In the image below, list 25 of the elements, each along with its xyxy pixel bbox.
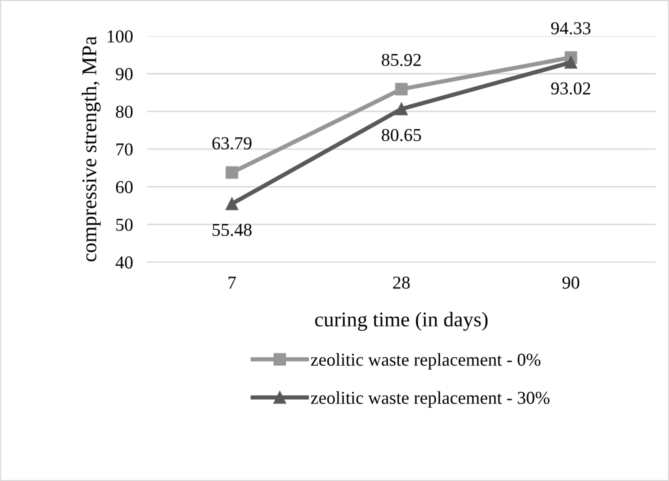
- point: [564, 56, 578, 69]
- data-label: 93.02: [551, 82, 590, 95]
- y-tick-label: 50: [116, 218, 133, 231]
- x-tick-label: 90: [562, 276, 580, 289]
- x-tick-label: 28: [393, 276, 410, 289]
- y-tick-label: 90: [116, 68, 133, 80]
- data-label: 80.65: [382, 128, 422, 142]
- data-label: 94.33: [551, 22, 590, 34]
- data-label: 63.79: [212, 137, 252, 150]
- point: [226, 198, 238, 210]
- point: [226, 166, 238, 179]
- x-tick-label: 7: [228, 276, 236, 289]
- y-tick-label: 70: [116, 143, 133, 156]
- data-label: 85.92: [382, 54, 421, 66]
- y-axis-title: compressive strength, MPa: [82, 36, 101, 262]
- y-tick-label: 60: [116, 181, 133, 194]
- y-tick-label: 80: [116, 106, 133, 118]
- y-tick-label: 40: [116, 256, 133, 269]
- data-label: 55.48: [212, 224, 252, 236]
- point: [395, 102, 408, 116]
- legend-label: zeolitic waste replacement - 0%: [310, 353, 540, 370]
- point: [395, 82, 408, 96]
- y-tick-label: 100: [108, 30, 133, 43]
- legend-label: zeolitic waste replacement - 30%: [310, 391, 550, 408]
- x-axis-title: curing time (in days): [315, 312, 488, 331]
